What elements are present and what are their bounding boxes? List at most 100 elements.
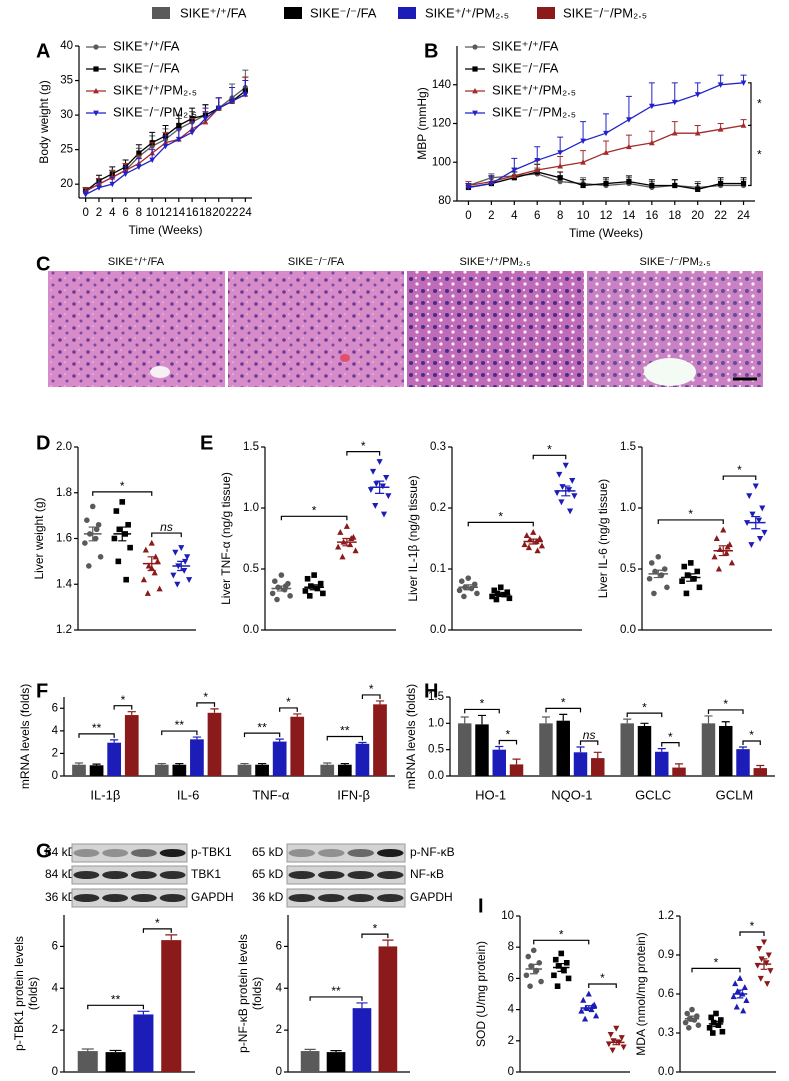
marker [555, 963, 562, 969]
marker [741, 984, 748, 991]
error-bar [240, 762, 249, 765]
marker [93, 526, 100, 533]
legend-label: SIKE⁺/⁺/PM₂.₅ [113, 82, 197, 97]
legend-label: SIKE⁺/⁺/PM₂.₅ [425, 5, 509, 20]
blot-strip [71, 888, 188, 908]
error-bar [340, 762, 349, 765]
marker [683, 590, 690, 597]
error-bar [557, 136, 564, 153]
significance-label: ** [92, 721, 102, 735]
error-bar [175, 762, 184, 765]
significance-label: ** [111, 992, 121, 1006]
marker [302, 588, 309, 594]
blot-label: GAPDH [191, 890, 234, 904]
marker [648, 103, 655, 110]
error-bar [477, 714, 487, 725]
legend-label: SIKE⁻/⁻/PM₂.₅ [492, 104, 576, 119]
marker [175, 136, 182, 143]
marker [582, 1015, 589, 1022]
marker [154, 558, 161, 564]
marker [757, 535, 764, 542]
marker [580, 182, 586, 189]
x-tick-label: 14 [172, 207, 185, 219]
error-bar [756, 764, 765, 769]
significance-bracket [113, 705, 133, 710]
y-tick-label: 0.0 [658, 1066, 674, 1078]
blot-size: 84 kD [45, 867, 77, 881]
x-tick-label: 2 [488, 210, 494, 222]
y-tick-label: 0 [52, 1066, 58, 1078]
bar [237, 764, 252, 776]
error-bar [275, 738, 284, 742]
marker [655, 554, 662, 560]
marker [723, 549, 730, 556]
marker [215, 105, 222, 112]
y-tick-label: 0 [276, 1066, 282, 1078]
marker [558, 499, 565, 506]
marker [140, 576, 147, 583]
y-tick-label: 4 [276, 982, 283, 994]
y-tick-label: 0.5 [243, 563, 259, 575]
marker [144, 590, 151, 596]
error-bar [495, 745, 504, 750]
marker [706, 1025, 713, 1031]
legend-label: SIKE⁺/⁺/FA [113, 38, 180, 53]
bar [736, 749, 750, 776]
marker [732, 980, 739, 987]
marker [494, 590, 501, 597]
marker [734, 988, 741, 994]
marker [728, 559, 735, 566]
error-bar [304, 1048, 316, 1052]
y-tick-label: 2 [508, 1035, 514, 1047]
marker [172, 549, 179, 556]
marker [686, 1025, 692, 1031]
y-tick-label: 6 [508, 972, 514, 984]
blot-band [317, 849, 345, 857]
bar [373, 704, 387, 776]
significance-label: * [559, 927, 564, 941]
sem-bar [177, 560, 186, 572]
bar [326, 1052, 346, 1072]
marker [736, 975, 744, 981]
blot-label: GAPDH [410, 890, 453, 904]
x-tick-label: HO-1 [475, 787, 506, 802]
significance-label: * [369, 682, 374, 696]
x-tick-label: 24 [239, 207, 252, 219]
marker [559, 484, 566, 491]
error-bar [541, 716, 551, 724]
marker [718, 180, 724, 187]
sem-bar [463, 584, 473, 591]
image-title: SIKE⁺/⁺/PM₂.₅ [459, 256, 530, 268]
blot-band [102, 849, 129, 857]
error-bar [109, 1049, 122, 1053]
y-tick-label: 0 [52, 770, 58, 782]
blot-label: TBK1 [191, 867, 221, 881]
significance-bracket [532, 454, 567, 460]
y-tick-label: 0.0 [620, 624, 636, 636]
marker [465, 575, 472, 581]
marker [708, 1014, 714, 1021]
marker [523, 972, 530, 979]
significance-label: ** [331, 984, 341, 998]
marker [613, 1025, 620, 1032]
sem-bar [375, 480, 385, 494]
x-tick-label: 10 [146, 207, 159, 219]
blot-band [376, 894, 404, 902]
marker [578, 1007, 585, 1014]
y-tick-label: 100 [432, 156, 451, 168]
bar [207, 712, 222, 776]
significance-label: ** [175, 718, 185, 732]
marker [511, 167, 518, 174]
y-tick-label: 4 [508, 1004, 515, 1016]
significance-label: ns [583, 728, 596, 742]
marker [287, 593, 293, 599]
marker [696, 584, 703, 591]
significance-bracket [579, 740, 599, 746]
significance-bracket [87, 1004, 145, 1010]
significance-bracket [533, 939, 590, 945]
y-axis-title: SOD (U/mg protein) [474, 941, 488, 1047]
error-bar [603, 113, 609, 134]
marker [119, 499, 126, 505]
significance-label: * [361, 439, 366, 453]
significance-label: * [203, 690, 208, 704]
